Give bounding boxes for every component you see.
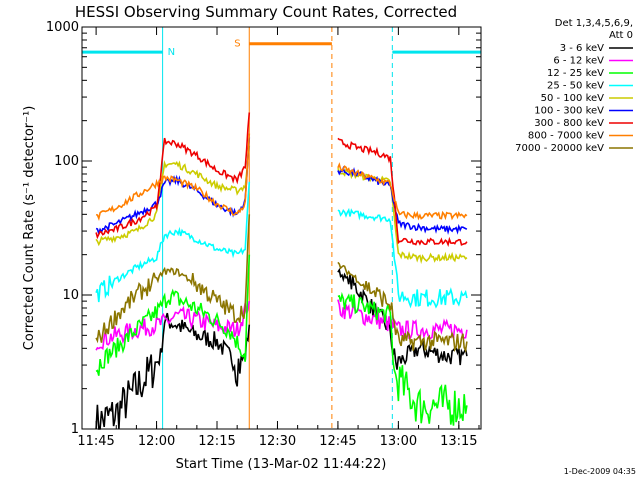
series-line-8: [95, 214, 468, 353]
x-tick-label: 11:45: [77, 434, 114, 449]
chart-title: HESSI Observing Summary Count Rates, Cor…: [75, 3, 457, 21]
series-line-7: [95, 133, 468, 222]
series-line-2: [95, 254, 468, 426]
x-axis-label: Start Time (13-Mar-02 11:44:22): [176, 457, 387, 472]
y-tick-label: 10: [62, 288, 79, 303]
legend-label: 800 - 7000 keV: [528, 131, 604, 142]
legend-header: Att 0: [609, 30, 633, 41]
x-tick-label: 13:00: [380, 434, 417, 449]
plot-area: NS: [82, 27, 481, 430]
y-tick-label: 100: [54, 154, 79, 169]
gap-label-s: S: [234, 39, 240, 50]
legend-label: 6 - 12 keV: [553, 56, 604, 67]
y-axis-label: Corrected Count Rate (s⁻¹ detector⁻¹): [22, 106, 37, 351]
x-tick-label: 12:00: [138, 434, 175, 449]
series-line-3: [95, 181, 468, 309]
legend-label: 100 - 300 keV: [534, 106, 604, 117]
date-stamp: 1-Dec-2009 04:35: [564, 467, 636, 476]
legend-label: 25 - 50 keV: [547, 81, 604, 92]
series-line-4: [95, 145, 468, 265]
x-tick-label: 12:30: [259, 434, 296, 449]
legend-header: Det 1,3,4,5,6,9,: [555, 18, 633, 29]
x-tick-label: 13:15: [440, 434, 477, 449]
series-line-6: [95, 112, 468, 247]
x-tick-label: 12:15: [198, 434, 235, 449]
legend-label: 50 - 100 keV: [541, 93, 605, 104]
x-tick-label: 12:45: [319, 434, 356, 449]
plot-frame: [81, 26, 482, 430]
legend-label: 12 - 25 keV: [547, 68, 604, 79]
gap-label-n: N: [168, 47, 175, 58]
legend-label: 7000 - 20000 keV: [515, 143, 604, 154]
legend: Det 1,3,4,5,6,9,Att 0 3 - 6 keV 6 - 12 keV…: [515, 18, 633, 154]
axis-ticks: 11:45 12:00 12:15 12:30 12:45 13:00 13:15 1 10 10…: [46, 20, 481, 449]
y-tick-label: 1: [71, 422, 79, 437]
y-tick-label: 1000: [46, 20, 79, 35]
legend-label: 300 - 800 keV: [534, 118, 604, 129]
series-line-0: [95, 267, 468, 430]
legend-label: 3 - 6 keV: [560, 43, 604, 54]
